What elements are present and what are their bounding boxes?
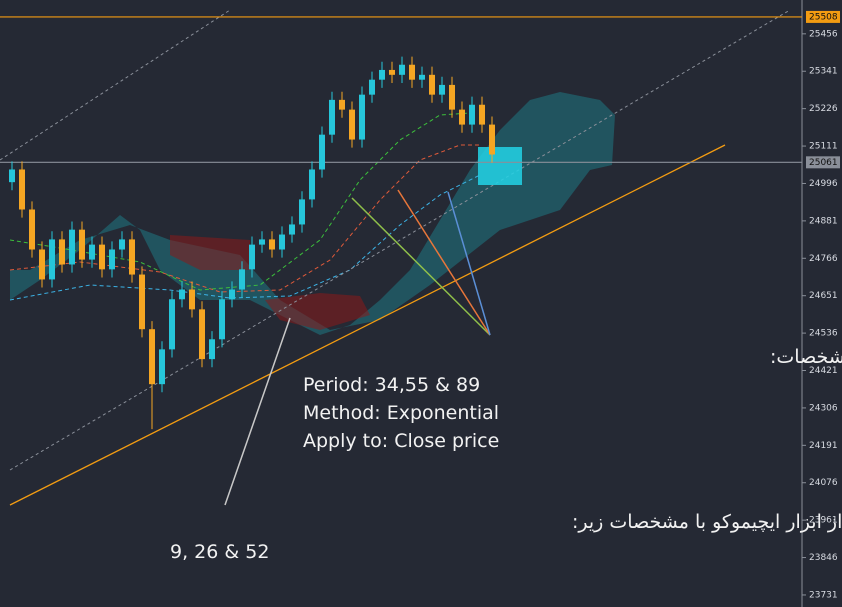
y-tick-label: 24191 (809, 441, 838, 451)
channel-line (0, 9, 231, 161)
arrow (397, 189, 491, 336)
y-tick-label: 24536 (809, 329, 838, 339)
candle-body (179, 289, 185, 300)
price-label-bg (806, 10, 840, 23)
annotation: 9, 26 & 52 (170, 541, 269, 563)
candle-body (359, 94, 365, 140)
price-label-bg (806, 156, 840, 169)
kumo-cloud-bear (265, 293, 370, 330)
candle-body (199, 309, 205, 360)
trendline (9, 144, 726, 506)
candle-body (29, 209, 35, 250)
y-tick-label: 24881 (809, 216, 838, 226)
candle-body (459, 109, 465, 125)
candle-body (319, 134, 325, 170)
candle-body (159, 349, 165, 385)
annotation: ابر کومو : استفاده از ابزار ایچیموکو با … (572, 511, 842, 533)
candle-body (219, 299, 225, 340)
kumo-cloud-bear (170, 235, 250, 270)
candle-body (209, 339, 215, 360)
candle-body (119, 239, 125, 250)
y-tick-label: 25111 (809, 142, 838, 152)
annotation: Period: 34,55 & 89 (303, 374, 480, 396)
candle-body (419, 74, 425, 80)
candle-body (429, 74, 435, 95)
candle-body (89, 244, 95, 260)
candle-body (79, 229, 85, 260)
candle-body (329, 99, 335, 135)
candle-body (9, 169, 15, 183)
candle-body (229, 289, 235, 300)
y-tick-label: 24996 (809, 179, 838, 189)
y-tick-label: 24766 (809, 254, 838, 264)
candle-body (139, 274, 145, 330)
candle-body (269, 239, 275, 250)
y-tick-label: 24421 (809, 366, 838, 376)
candle-body (59, 239, 65, 265)
candle-body (449, 84, 455, 110)
candle-body (189, 289, 195, 310)
candle-body (479, 104, 485, 125)
y-tick-label: 24651 (809, 291, 838, 301)
candle-body (439, 84, 445, 95)
arrow (351, 197, 491, 336)
highlight-box (478, 147, 522, 185)
candle-body (299, 199, 305, 225)
decorations (0, 0, 803, 607)
candle-body (19, 169, 25, 210)
y-tick-label: 25226 (809, 104, 838, 114)
annotation: سه میانگین متحرک (Moving Average) با مشخ… (770, 345, 842, 368)
ma-line (9, 144, 480, 293)
candle-body (169, 299, 175, 350)
candle-body (249, 244, 255, 270)
candle-body (309, 169, 315, 200)
price-label: 25508 (809, 12, 838, 22)
candle-body (339, 99, 345, 110)
price-label: 25061 (809, 158, 838, 168)
candle-body (289, 224, 295, 235)
y-tick-label: 24306 (809, 403, 838, 413)
y-tick-label: 25456 (809, 29, 838, 39)
y-tick-label: 23846 (809, 553, 838, 563)
candle-body (389, 69, 395, 75)
candle-body (109, 249, 115, 270)
annotation: Apply to: Close price (303, 430, 499, 452)
candle-body (239, 269, 245, 290)
y-tick-label: 24076 (809, 478, 838, 488)
candle-body (39, 249, 45, 280)
y-tick-label: 25341 (809, 67, 838, 77)
y-tick-label: 23961 (809, 516, 838, 526)
candle-body (349, 109, 355, 140)
ma-line (9, 174, 481, 301)
candle-body (469, 104, 475, 125)
y-tick-label: 23731 (809, 590, 838, 600)
candle-body (369, 79, 375, 95)
candle-body (129, 239, 135, 275)
candle-body (49, 239, 55, 280)
channel-line (9, 9, 791, 471)
candle-body (149, 329, 155, 385)
candle-body (399, 64, 405, 75)
candle-body (279, 234, 285, 250)
candle-body (99, 244, 105, 270)
annotation: Method: Exponential (303, 402, 499, 424)
candle-body (259, 239, 265, 245)
arrow (224, 317, 291, 506)
candle-body (409, 64, 415, 80)
candle-body (69, 229, 75, 265)
arrow (447, 191, 491, 336)
candle-body (489, 124, 495, 155)
candle-body (379, 69, 385, 80)
kumo-cloud (10, 92, 615, 335)
